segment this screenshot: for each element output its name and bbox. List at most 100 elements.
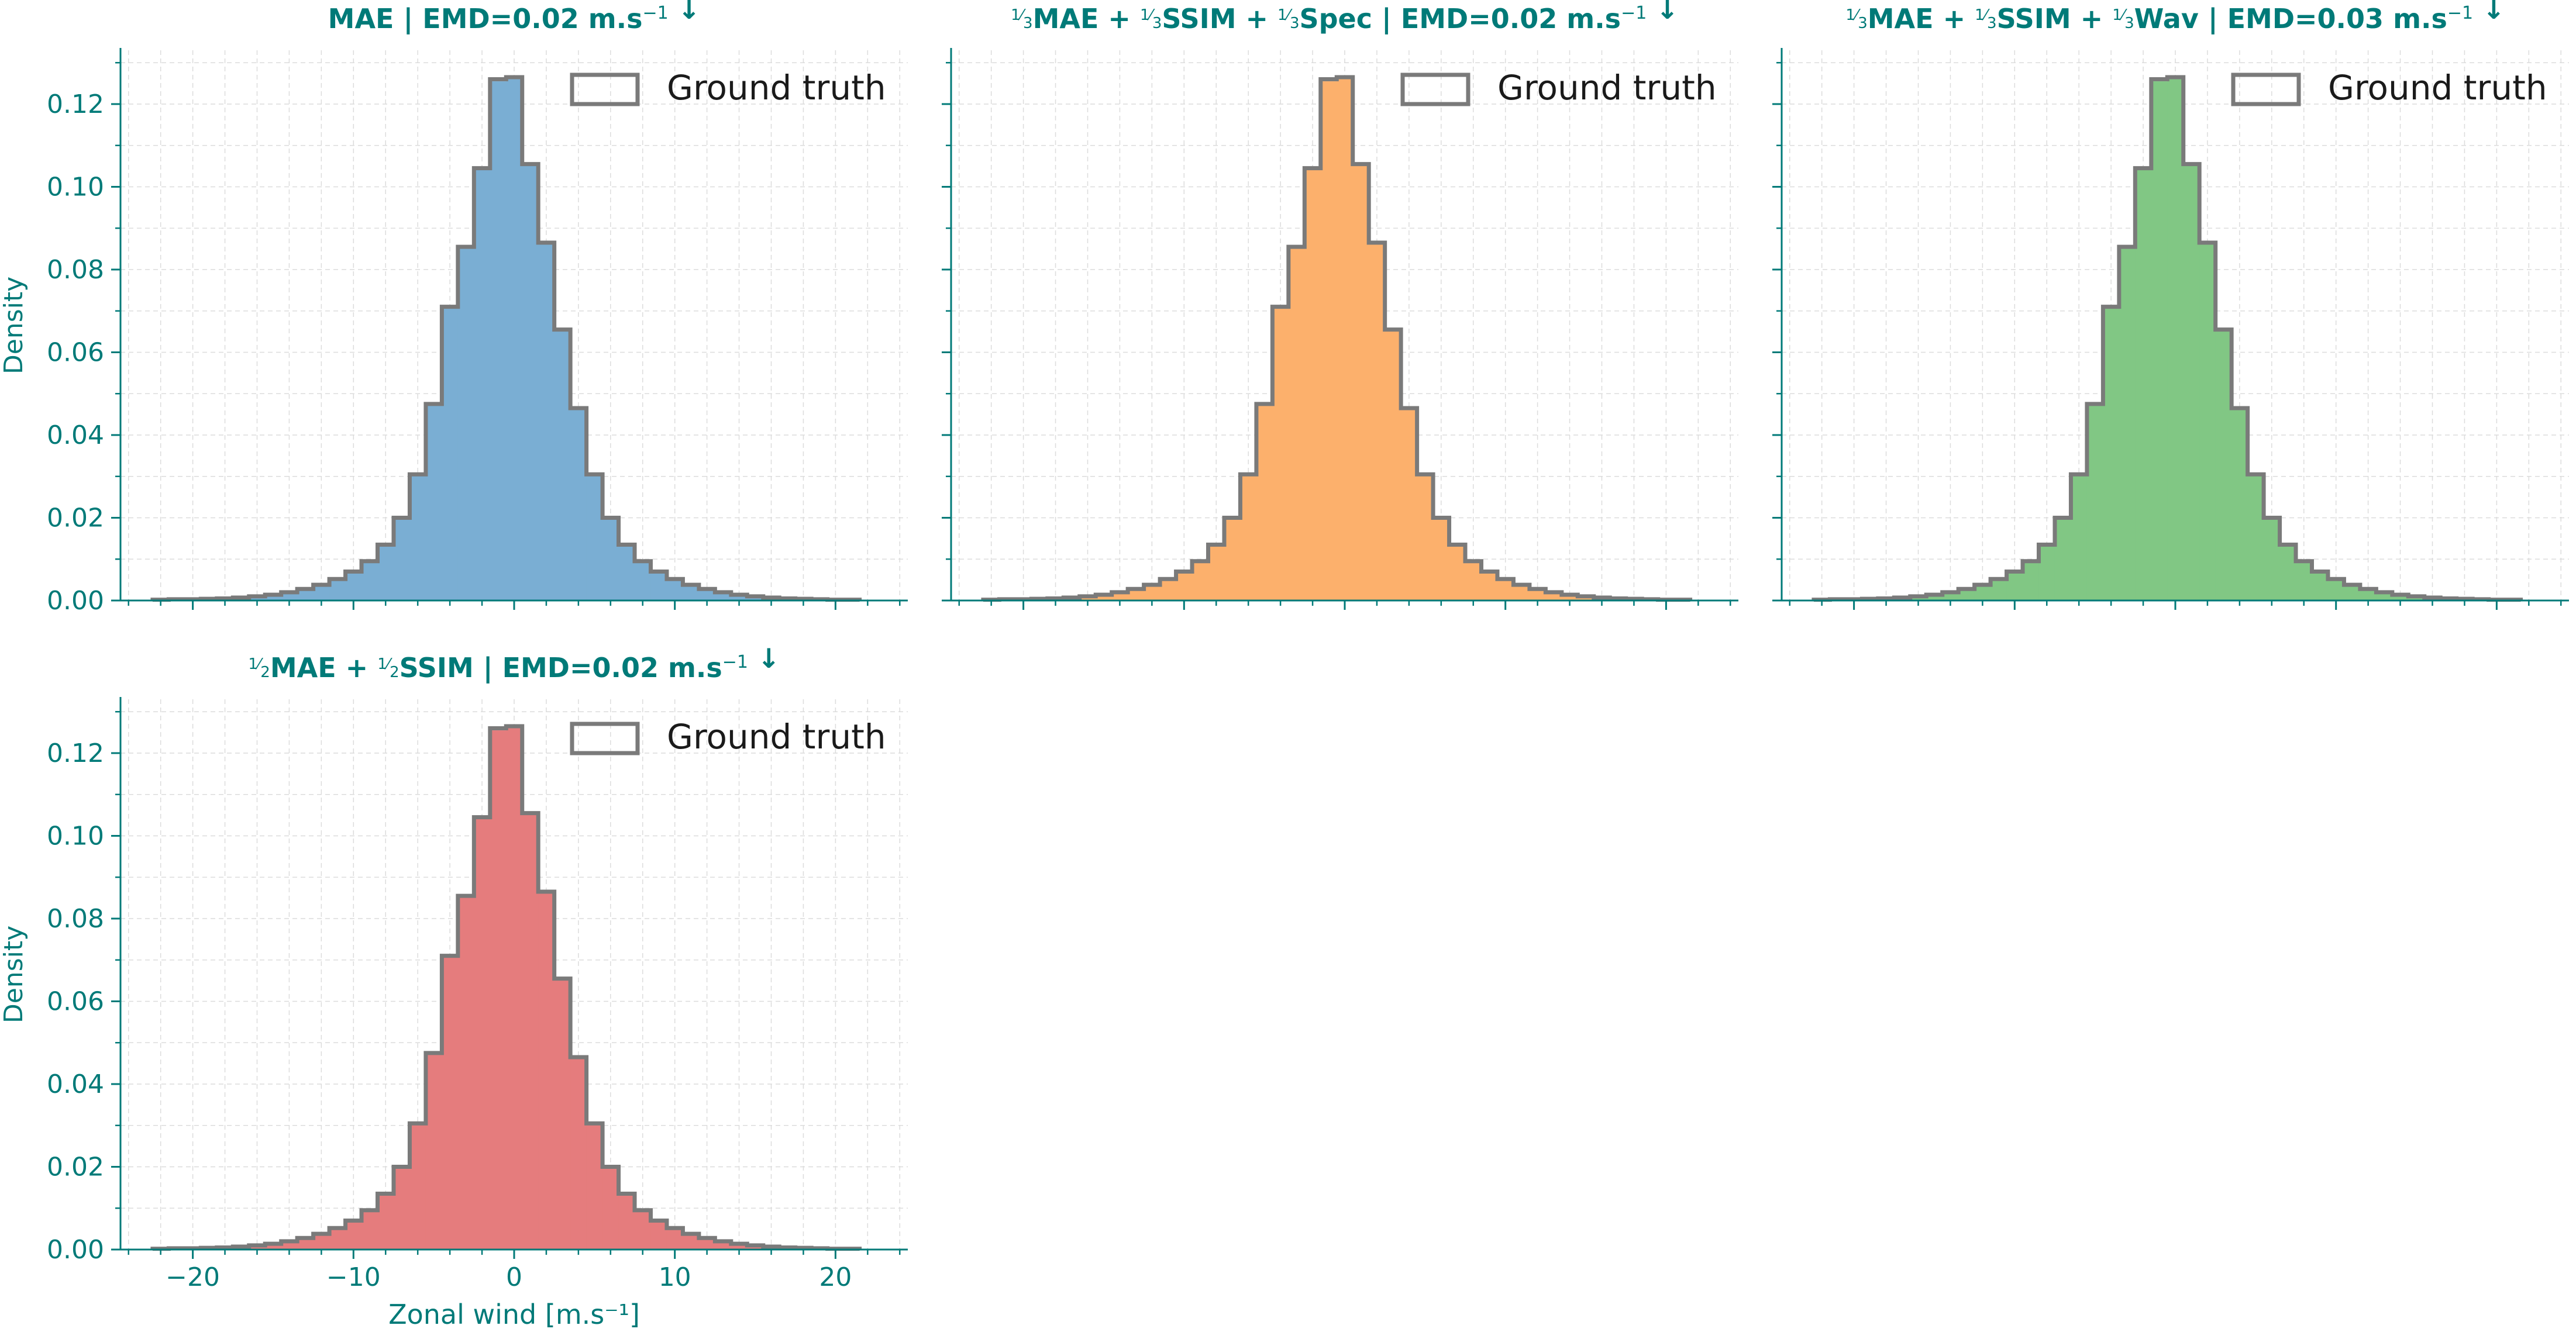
histogram-bar [1352,164,1369,601]
histogram-bar [329,579,346,601]
histogram-bar [1192,561,1209,601]
y-axis-label: Density [0,277,29,374]
legend-swatch [570,722,640,755]
histogram-bar [377,1193,394,1250]
legend: Ground truth [570,717,886,757]
y-ticks [1772,61,1782,602]
y-tick-label: 0.08 [47,904,104,934]
title-text: MAE + [1868,3,1975,34]
histogram-bar [554,978,571,1250]
panel-title: 1⁄2MAE + 1⁄2SSIM | EMD=0.02 m.s−1 ↓ [248,643,780,684]
y-tick-label: 0.06 [47,986,104,1016]
title-superscript: −1 [722,652,748,672]
model-bars [983,79,1691,601]
y-ticks: 0.00 0.02 0.04 0.06 0.08 0.10 0.12 [47,710,120,1265]
histogram-bar [313,1234,330,1250]
histogram-bar [538,242,555,601]
y-tick-label: 0.00 [47,586,104,616]
histogram-bar [393,1167,410,1250]
histogram-bar [2135,168,2152,601]
legend-swatch [570,73,640,106]
title-fraction-numerator: 1 [1845,6,1855,24]
histogram-bar [731,595,748,601]
title-fraction-numerator: 1 [1277,6,1287,24]
histogram-bar [715,1241,732,1250]
histogram-bar [1497,579,1514,601]
histogram-bar [554,329,571,601]
model-bars [152,728,860,1250]
histogram-bar [2327,579,2344,601]
histogram-bar [265,595,282,601]
histogram-bar [2006,571,2023,601]
y-tick-label: 0.04 [47,1069,104,1099]
histogram-bar [1240,474,1257,601]
histogram-bar [1417,474,1434,601]
histogram-bar [650,1220,667,1250]
histogram-bar [2279,544,2296,601]
histogram-bar [538,891,555,1250]
histogram-bar [2071,474,2088,601]
histogram-bar [506,728,523,1250]
histogram-panel-1: 0.00 0.02 0.04 0.06 0.08 0.10 0.12 Density MAE |… [0,0,908,616]
title-fraction-numerator: 1 [248,655,258,673]
histogram-bar [490,81,507,601]
ground-truth-step-line [1812,75,2523,602]
ground-truth-step-line [150,724,862,1251]
y-axis-label: Density [0,926,29,1023]
title-text: ↓ [2473,0,2505,25]
title-fraction-numerator: 1 [377,655,387,673]
title-fraction-numerator: 1 [1011,6,1021,24]
histogram-bar [393,517,410,601]
histogram-bar [1433,517,1450,601]
title-text: MAE + [270,652,377,684]
histogram-bar [281,1241,298,1250]
histogram-bar [618,544,635,601]
histogram-bar [1304,168,1321,601]
y-tick-label: 0.02 [47,1152,104,1182]
title-text: SSIM | EMD=0.02 m.s [400,652,722,684]
histogram-bar [425,403,442,601]
legend-swatch [1400,73,1470,106]
y-tick-label: 0.04 [47,420,104,450]
histogram-bar [457,247,474,601]
histogram-bar [1578,596,1594,601]
histogram-bar [1990,579,2007,601]
histogram-bar [1369,242,1386,601]
histogram-bar [1096,595,1113,601]
histogram-bar [570,408,587,601]
histogram-bar [1256,403,1273,601]
histogram-bar [1465,561,1482,601]
histogram-bar [602,517,619,601]
legend-label: Ground truth [667,68,886,108]
title-superscript: −1 [643,3,669,23]
histogram-bar [281,592,298,601]
histogram-bar [442,955,459,1250]
histogram-bar [2023,561,2040,601]
title-text: ↓ [748,643,780,674]
title-fraction-denominator: 3 [1858,15,1868,32]
panel-title: MAE | EMD=0.02 m.s−1 ↓ [328,0,701,35]
histogram-bar [2360,589,2377,601]
legend-label: Ground truth [2328,68,2547,108]
histogram-bar [1128,589,1145,601]
histogram-bar [1481,571,1498,601]
histogram-bar [409,1123,426,1250]
x-axis-label: Zonal wind [m.s⁻¹] [388,1299,640,1330]
ground-truth-step-line [150,75,862,602]
x-tick-label: 0 [506,1262,522,1292]
title-fraction-denominator: 3 [1023,15,1033,32]
title-fraction-denominator: 3 [1987,15,1997,32]
legend: Ground truth [2231,68,2547,108]
histogram-bar [586,474,603,601]
histogram-bar [1144,585,1160,601]
y-tick-label: 0.12 [47,89,104,119]
legend-swatch [2231,73,2301,106]
panel-title: 1⁄3MAE + 1⁄3SSIM + 1⁄3Wav | EMD=0.03 m.s… [1845,0,2505,35]
histogram-bar [2103,306,2120,601]
y-ticks [942,61,951,602]
histogram-bar [586,1123,603,1250]
histogram-bar [409,474,426,601]
title-fraction-numerator: 1 [2112,6,2122,24]
histogram-bar [2167,79,2184,601]
